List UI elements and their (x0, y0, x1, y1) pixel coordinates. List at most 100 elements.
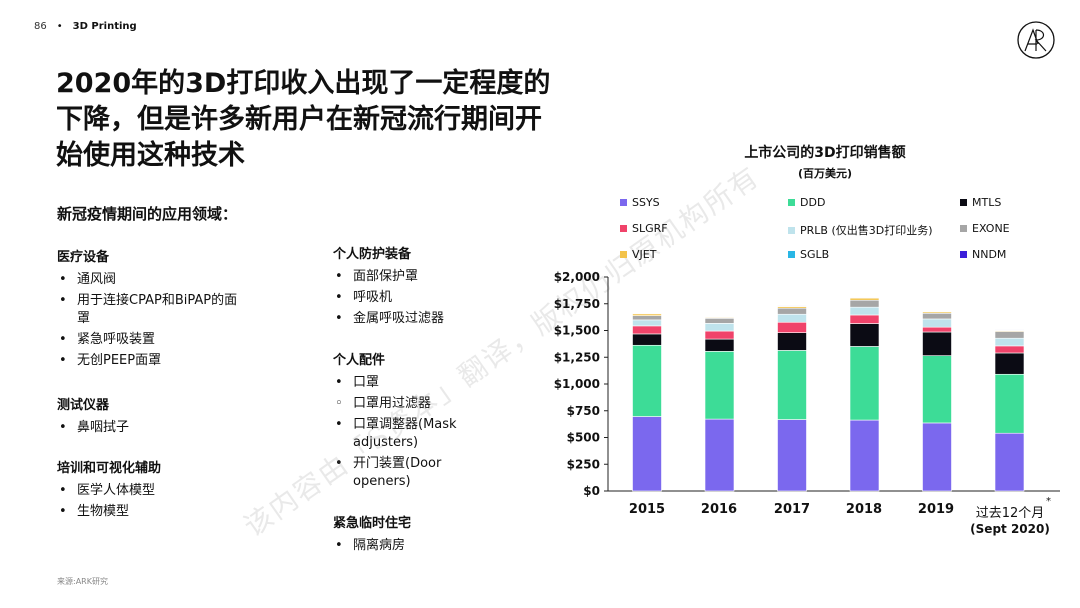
list-item: 隔离病房 (333, 537, 411, 555)
bar-segment (777, 350, 807, 420)
legend-item-ssys: SSYS (620, 196, 660, 209)
bar-segment (994, 329, 1025, 331)
page-title: 2020年的3D打印收入出现了一定程度的下降，但是许多新用户在新冠流行期间开始使… (56, 68, 551, 171)
bar-segment (994, 331, 1025, 339)
bar-segment (922, 310, 952, 313)
bar-segment (777, 419, 807, 492)
legend-swatch (620, 199, 627, 206)
group-title: 医疗设备 (57, 250, 110, 265)
legend-swatch (788, 199, 795, 206)
y-tick-label: $0 (583, 484, 600, 498)
group-ppe: 个人防护装备 面部保护罩 呼吸机 金属呼吸过滤器 (333, 243, 444, 331)
x-tick-label: 2019 (917, 502, 955, 517)
bar-segment (922, 318, 952, 328)
group-title: 个人防护装备 (333, 247, 412, 262)
group-title: 紧急临时住宅 (333, 516, 412, 531)
list-item: 生物模型 (57, 503, 161, 521)
bar-segment (777, 321, 807, 333)
page-header: 86 • 3D Printing (34, 21, 137, 32)
list-item: 医学人体模型 (57, 482, 161, 500)
header-separator: • (56, 21, 63, 32)
x-tick-label: 过去12个月 (975, 506, 1045, 521)
legend-item-mtls: MTLS (960, 196, 1001, 209)
list-item: 鼻咽拭子 (57, 419, 129, 437)
list-item: 口罩 (333, 374, 478, 392)
bar-segment (922, 355, 952, 424)
applications-subheading: 新冠疫情期间的应用领域： (57, 205, 238, 223)
bar-segment (849, 297, 880, 299)
bar-segment (994, 352, 1025, 375)
legend-label: MTLS (972, 196, 1002, 209)
group-title: 培训和可视化辅助 (57, 461, 162, 476)
legend-swatch (788, 251, 795, 258)
x-tick-label: 2016 (700, 502, 738, 517)
legend-item-sglb: SGLB (788, 248, 829, 261)
y-tick-label: $1,500 (554, 324, 600, 338)
list-item: 口罩用过滤器 (333, 395, 478, 413)
legend-label: SGLB (800, 248, 830, 261)
legend-item-prlb: PRLB (仅出售3D打印业务) (788, 222, 933, 238)
group-emergency-housing: 紧急临时住宅 隔离病房 (333, 512, 411, 558)
legend-item-exone: EXONE (960, 222, 1010, 235)
bar-segment (849, 346, 880, 421)
legend-label: PRLB (仅出售3D打印业务) (800, 224, 933, 237)
bar-segment (994, 337, 1025, 347)
section-title: 3D Printing (72, 21, 137, 32)
legend-label: NNDM (972, 248, 1007, 261)
group-personal-accessories: 个人配件 口罩 口罩用过滤器 口罩调整器(Mask adjusters) 开门装… (333, 349, 478, 494)
source-note: 来源:ARK研究 (57, 577, 108, 586)
list-item: 呼吸机 (333, 289, 444, 307)
bar-segment (849, 323, 880, 347)
legend-item-nndm: NNDM (960, 248, 1006, 261)
legend-label: DDD (800, 196, 826, 209)
bar-segment (632, 315, 662, 321)
bar-segment (849, 299, 880, 308)
legend-item-slgrf: SLGRF (620, 222, 668, 235)
group-title: 测试仪器 (57, 398, 110, 413)
ark-logo-icon (1017, 21, 1055, 59)
y-tick-label: $500 (567, 431, 600, 445)
bar-segment (777, 307, 807, 315)
y-tick-label: $1,000 (554, 377, 600, 391)
list-item: 通风阀 (57, 271, 247, 289)
bar-segment (777, 305, 807, 307)
legend-label: SLGRF (632, 222, 668, 235)
y-tick-label: $2,000 (554, 270, 600, 284)
list-item: 用于连接CPAP和BiPAP的面罩 (57, 292, 247, 328)
list-item: 紧急呼吸装置 (57, 331, 247, 349)
bar-segment (704, 338, 735, 352)
chart-title: 上市公司的3D打印销售额 (744, 145, 906, 161)
y-tick-label: $750 (567, 404, 600, 418)
legend-swatch (620, 225, 627, 232)
y-tick-label: $250 (567, 457, 600, 471)
bar-segment (994, 432, 1025, 492)
bar-segment (704, 351, 735, 420)
x-tick-sublabel: (Sept 2020) (970, 522, 1050, 536)
page-number: 86 (34, 21, 47, 32)
group-testing-instruments: 测试仪器 鼻咽拭子 (57, 394, 129, 440)
group-medical-devices: 医疗设备 通风阀 用于连接CPAP和BiPAP的面罩 紧急呼吸装置 无创PEEP… (57, 246, 247, 373)
x-tick-label: 2015 (628, 502, 666, 517)
bar-segment (922, 326, 952, 333)
bar-segment (849, 419, 880, 492)
bar-segment (704, 418, 735, 492)
list-item: 口罩调整器(Mask adjusters) (333, 416, 478, 452)
legend-swatch (960, 251, 967, 258)
legend-swatch (620, 251, 627, 258)
legend-label: VJET (632, 248, 657, 261)
list-item: 开门装置(Door openers) (333, 455, 468, 491)
bar-segment (632, 313, 662, 316)
legend-item-vjet: VJET (620, 248, 656, 261)
bar-segment (632, 333, 662, 346)
y-tick-label: $1,750 (554, 297, 600, 311)
y-tick-label: $1,250 (554, 350, 600, 364)
bar-segment (922, 331, 952, 356)
bar-segment (777, 313, 807, 323)
legend-item-ddd: DDD (788, 196, 825, 209)
bar-segment (994, 373, 1025, 434)
bar-segment (922, 422, 952, 492)
bar-segment (849, 314, 880, 324)
chart-subtitle: (百万美元) (797, 167, 853, 180)
bar-segment (632, 416, 662, 492)
